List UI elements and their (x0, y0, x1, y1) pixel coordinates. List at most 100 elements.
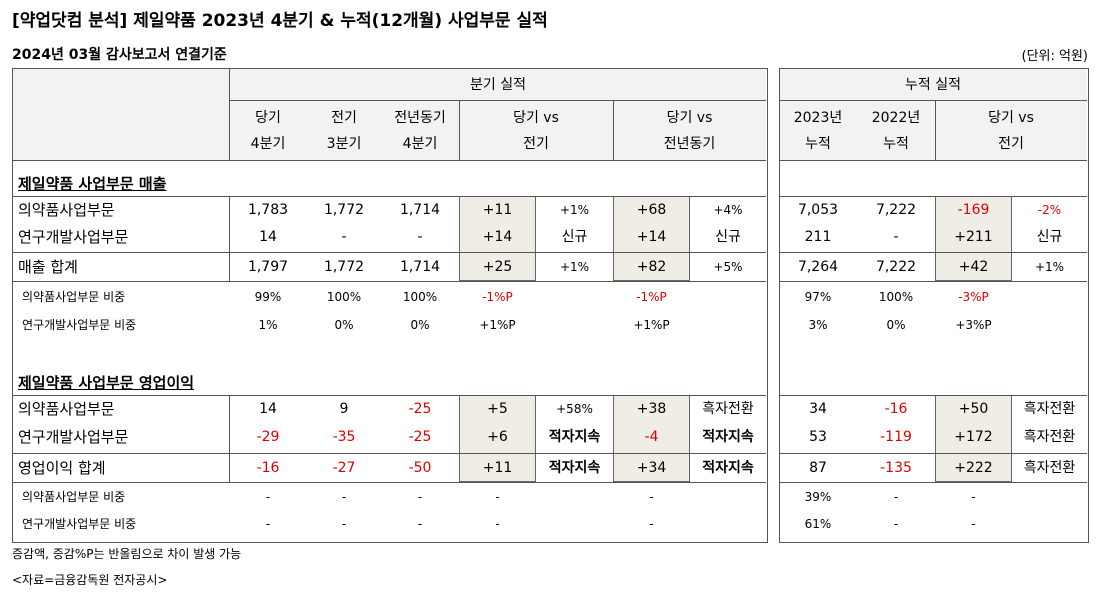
col-header-cur-q: 당기 4분기 (250, 110, 286, 152)
cell: 1,783 (247, 202, 289, 218)
cell: 적자지속 (548, 429, 601, 445)
sales-row-label: 연구개발사업부문 (18, 228, 129, 246)
cell: +6 (487, 429, 508, 445)
page-title: [약업닷컴 분석] 제일약품 2023년 4분기 & 누적(12개월) 사업부문… (12, 11, 548, 31)
cell: 1,772 (323, 259, 365, 275)
sales-shade-cum (935, 196, 1012, 281)
op-row-label: 연구개발사업부문 (18, 428, 129, 446)
col-header-vs-cum: 당기 vs 전기 (988, 110, 1034, 152)
cell: 7,222 (875, 259, 917, 275)
cell: 7,264 (797, 259, 839, 275)
col-header-yoy-q: 전년동기 4분기 (394, 110, 446, 152)
cell: 61% (804, 517, 832, 531)
cumulative-header-bg (780, 69, 1087, 161)
quarter-header-bg (13, 69, 766, 161)
cell: -16 (256, 460, 280, 476)
cell: -29 (256, 429, 280, 445)
cell: 14 (259, 229, 277, 245)
cell: +1% (1034, 260, 1065, 274)
cell: - (341, 229, 347, 245)
cell: +11 (482, 202, 513, 218)
cell: 1,714 (399, 259, 441, 275)
quarter-group-header: 분기 실적 (470, 77, 526, 93)
cell: +38 (636, 401, 667, 417)
op-row-label: 의약품사업부문 (18, 400, 115, 418)
cell: -25 (408, 429, 432, 445)
cell: - (893, 490, 899, 504)
cell: 14 (259, 401, 277, 417)
cell: - (417, 490, 423, 504)
cell: +68 (636, 202, 667, 218)
report-basis: 2024년 03월 감사보고서 연결기준 (12, 47, 227, 63)
cell: +25 (482, 259, 513, 275)
col-header-vs-yoy: 당기 vs 전년동기 (663, 110, 716, 152)
cell: -1%P (482, 290, 513, 304)
op-section-title: 제일약품 사업부문 영업이익 (18, 374, 195, 392)
cell: +34 (636, 460, 667, 476)
col-header-prev-q: 전기 3분기 (326, 110, 362, 152)
cell: 적자지속 (702, 460, 754, 476)
cell: 53 (809, 429, 827, 445)
cell: +5 (487, 401, 508, 417)
cell: -135 (880, 460, 912, 476)
cell: 흑자전환 (1023, 401, 1076, 417)
op-shade-yoy (613, 395, 690, 482)
col-header-vs-prev: 당기 vs 전기 (513, 110, 559, 152)
cell: -16 (884, 401, 908, 417)
cell: - (649, 517, 654, 531)
cell: 흑자전환 (702, 401, 754, 417)
cell: -169 (957, 202, 990, 218)
cell: 1,714 (399, 202, 441, 218)
cell: +172 (954, 429, 993, 445)
cell: 1% (258, 318, 278, 332)
sales-ratio-label: 연구개발사업부문 비중 (22, 318, 137, 332)
cell: 97% (804, 290, 832, 304)
cell: - (495, 517, 500, 531)
quarter-table (12, 68, 768, 543)
cell: -3%P (958, 290, 989, 304)
cell: +222 (954, 460, 993, 476)
cell: - (893, 517, 899, 531)
cell: - (417, 517, 423, 531)
footnote-rounding: 증감액, 증감%P는 반올림으로 차이 발생 가능 (12, 547, 242, 561)
sales-row-label: 의약품사업부문 (18, 201, 115, 219)
cell: 0% (886, 318, 906, 332)
col-header-2022: 2022년 누적 (871, 110, 921, 152)
cell: +1%P (633, 318, 670, 332)
cell: 100% (878, 290, 914, 304)
cell: +4% (713, 203, 743, 217)
cell: 흑자전환 (1023, 429, 1076, 445)
cell: 7,053 (797, 202, 839, 218)
cell: - (495, 490, 500, 504)
cell: 적자지속 (548, 460, 601, 476)
footnote-source: <자료=금융감독원 전자공시> (12, 573, 168, 587)
cell: 0% (410, 318, 430, 332)
cell: 7,222 (875, 202, 917, 218)
cell: +211 (954, 229, 993, 245)
cell: - (971, 517, 976, 531)
cell: +5% (713, 260, 743, 274)
cell: 87 (809, 460, 827, 476)
cumulative-group-header: 누적 실적 (905, 77, 961, 93)
cell: -119 (880, 429, 912, 445)
cell: +1% (559, 203, 590, 217)
cell: -27 (332, 460, 356, 476)
cell: 100% (326, 290, 362, 304)
op-ratio-label: 연구개발사업부문 비중 (22, 517, 137, 531)
cell: 3% (808, 318, 828, 332)
sales-ratio-label: 의약품사업부문 비중 (22, 290, 126, 304)
cell: 흑자전환 (1023, 460, 1076, 476)
cell: 34 (809, 401, 827, 417)
cell: +3%P (955, 318, 992, 332)
cell: - (341, 490, 347, 504)
cell: - (893, 229, 899, 245)
cell: +14 (482, 229, 513, 245)
cell: 211 (804, 229, 832, 245)
sales-total-label: 매출 합계 (18, 258, 78, 276)
cell: 99% (254, 290, 282, 304)
cell: 9 (339, 401, 349, 417)
cell: 1,772 (323, 202, 365, 218)
sales-section-title: 제일약품 사업부문 매출 (18, 175, 167, 193)
cell: -2% (1037, 203, 1062, 217)
cell: 신규 (715, 229, 741, 245)
